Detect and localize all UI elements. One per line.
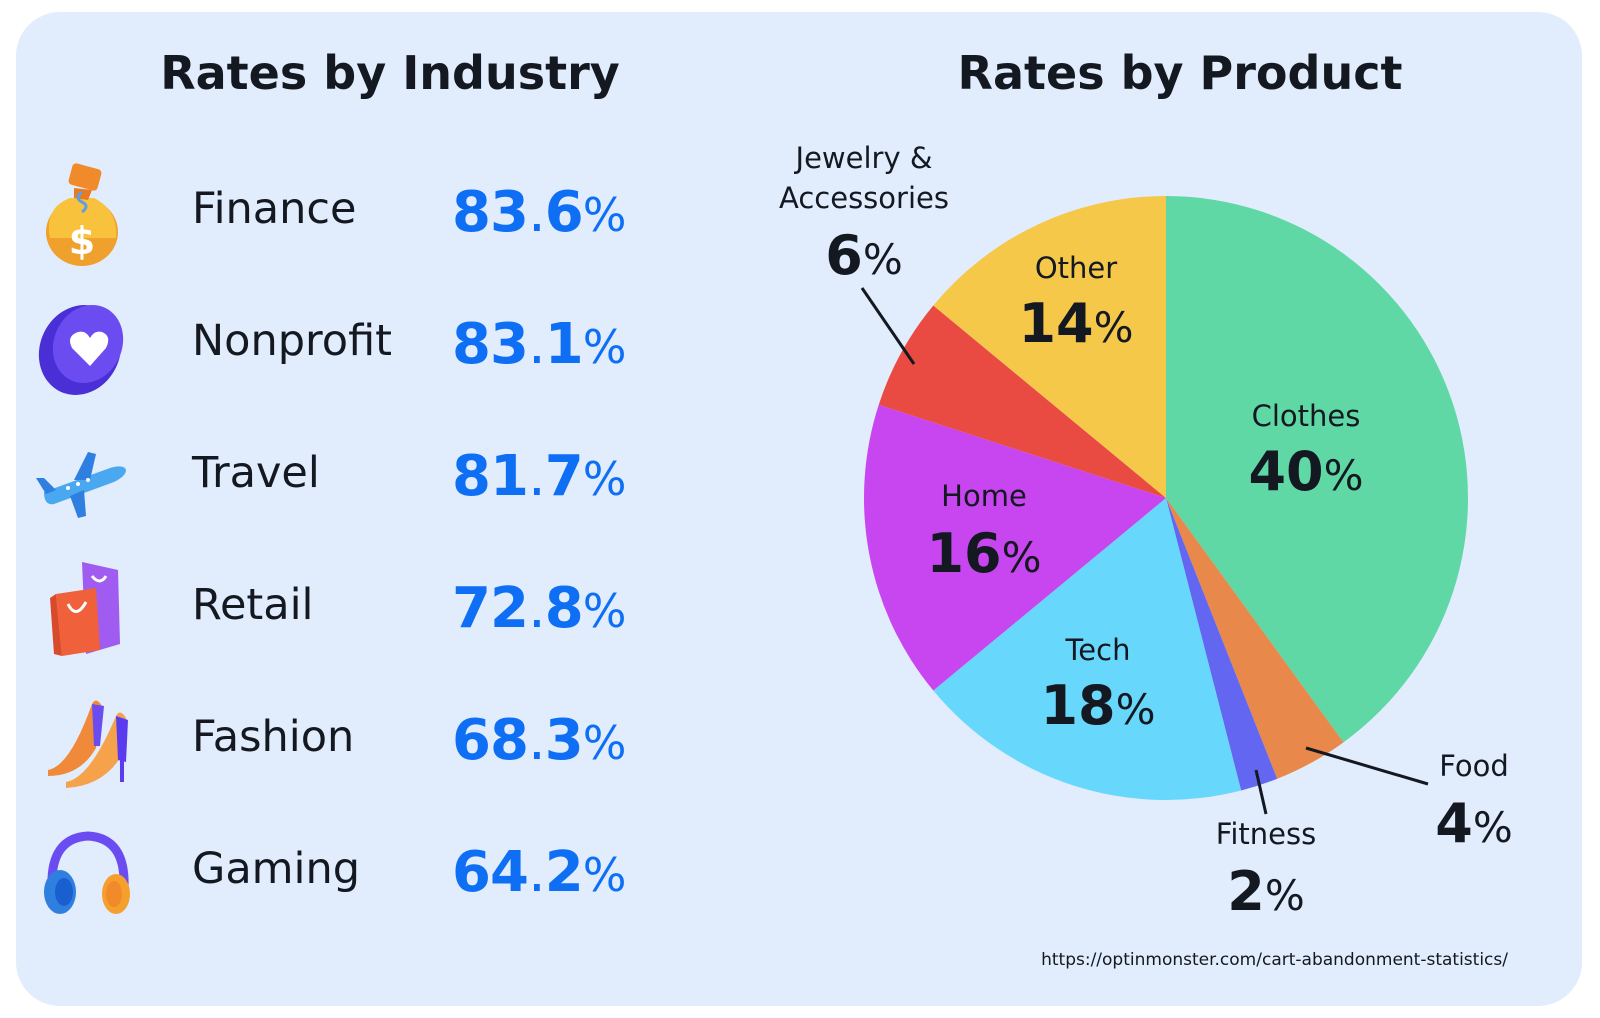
- leader-line: [1254, 769, 1268, 815]
- pie-slice-home: [864, 404, 1166, 691]
- slice-value: 18%: [1040, 674, 1155, 737]
- slice-value: 14%: [1018, 292, 1133, 355]
- money-bag-icon: $: [30, 158, 130, 268]
- slice-label: Other: [1035, 251, 1117, 285]
- high-heels-icon: [30, 686, 130, 796]
- slice-label: Tech: [1065, 633, 1131, 667]
- industry-value: 81.7%: [452, 444, 626, 509]
- shopping-bags-icon: [30, 554, 130, 664]
- slice-value: 40%: [1248, 440, 1363, 503]
- industry-row-gaming: Gaming 64.2%: [0, 818, 700, 928]
- industry-label: Gaming: [192, 844, 361, 894]
- industry-row-travel: Travel 81.7%: [0, 422, 700, 532]
- headphones-icon: [30, 818, 130, 928]
- industry-row-nonprofit: Nonprofit 83.1%: [0, 290, 700, 400]
- pie-slice-other: [933, 196, 1166, 498]
- leader-line: [860, 287, 916, 365]
- industry-label: Nonprofit: [192, 316, 393, 366]
- industry-value: 83.1%: [452, 312, 626, 377]
- industry-value: 64.2%: [452, 840, 626, 905]
- industry-value: 72.8%: [452, 576, 626, 641]
- slice-label: Home: [941, 479, 1027, 513]
- slice-label: Fitness: [1216, 817, 1316, 851]
- industry-value: 68.3%: [452, 708, 626, 773]
- industry-row-retail: Retail 72.8%: [0, 554, 700, 664]
- industry-row-fashion: Fashion 68.3%: [0, 686, 700, 796]
- slice-value: 4%: [1435, 792, 1513, 855]
- pie-slice-tech: [933, 498, 1242, 800]
- industry-title: Rates by Industry: [160, 46, 620, 100]
- airplane-icon: [30, 422, 130, 532]
- slice-value: 16%: [926, 522, 1041, 585]
- slice-label: Clothes: [1252, 399, 1361, 433]
- slice-label: Food: [1439, 749, 1509, 783]
- heart-coin-icon: [30, 290, 130, 400]
- slice-value: 6%: [825, 224, 903, 287]
- slice-value: 2%: [1227, 860, 1305, 923]
- svg-text:$: $: [69, 219, 95, 263]
- slice-label: Jewelry &: [794, 141, 933, 175]
- slice-label: Accessories: [779, 181, 949, 215]
- leader-line: [1305, 746, 1429, 786]
- industry-row-finance: $ Finance 83.6%: [0, 158, 700, 268]
- pie-slice-fitness: [1166, 498, 1278, 791]
- industry-label: Travel: [192, 448, 320, 498]
- industry-label: Retail: [192, 580, 314, 630]
- product-title: Rates by Product: [957, 46, 1403, 100]
- industry-value: 83.6%: [452, 180, 626, 245]
- source-url: https://optinmonster.com/cart-abandonmen…: [1041, 950, 1508, 970]
- pie-slice-food: [1166, 498, 1344, 779]
- industry-label: Finance: [192, 184, 357, 234]
- pie-slice-jewelry-accessories: [878, 305, 1166, 498]
- pie-slice-clothes: [1166, 196, 1468, 743]
- industry-label: Fashion: [192, 712, 355, 762]
